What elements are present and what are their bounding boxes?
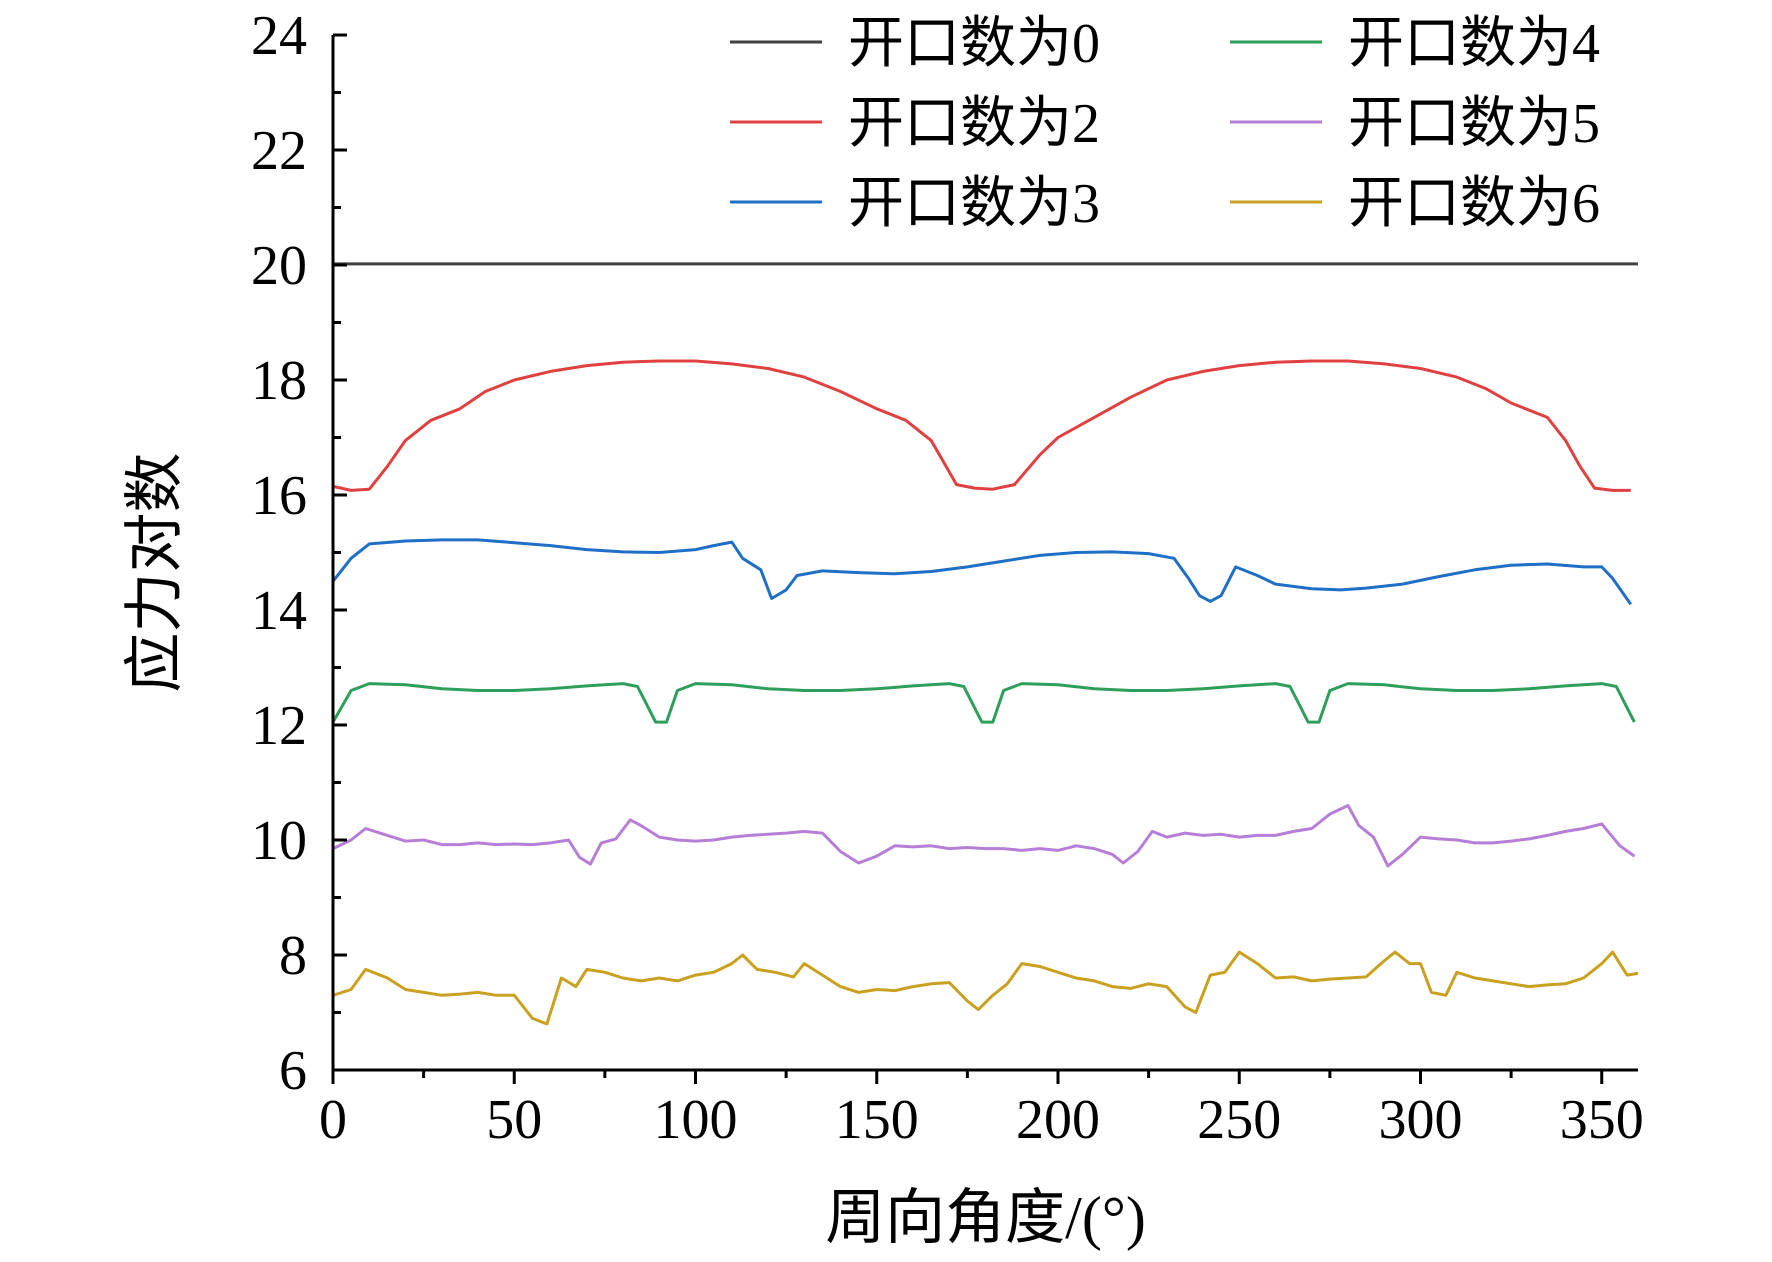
series-line-5 — [332, 950, 1639, 1026]
legend-label-5: 开口数为6 — [1348, 173, 1600, 235]
series-line-3 — [331, 682, 1636, 724]
y-axis-title: 应力对数 — [122, 453, 188, 693]
y-tick-label: 12 — [251, 695, 307, 757]
legend-label-0: 开口数为0 — [848, 13, 1100, 75]
y-ticks: 6 8 10 12 14 16 18 20 22 24 — [251, 5, 347, 1102]
x-tick-label: 100 — [654, 1089, 738, 1151]
y-tick-label: 14 — [251, 580, 307, 642]
y-tick-label: 16 — [251, 465, 307, 527]
series-line-1 — [332, 359, 1631, 492]
x-ticks: 0 50 100 150 200 250 300 350 — [319, 1070, 1644, 1151]
y-tick-label: 24 — [251, 5, 307, 67]
y-tick-label: 8 — [279, 925, 307, 987]
x-axis-title: 周向角度/(°) — [825, 1185, 1146, 1251]
x-tick-label: 250 — [1197, 1089, 1281, 1151]
x-tick-label: 50 — [486, 1089, 542, 1151]
axes: 0 50 100 150 200 250 300 350 6 8 10 12 14 16 18 20 22 24 — [251, 5, 1644, 1151]
y-tick-label: 22 — [251, 120, 307, 182]
series-line-4 — [332, 804, 1636, 868]
x-tick-label: 0 — [319, 1089, 347, 1151]
legend: 开口数为0 开口数为2 开口数为3 开口数为4 开口数为5 开口数为6 — [730, 13, 1600, 235]
x-tick-label: 200 — [1016, 1089, 1100, 1151]
y-tick-label: 6 — [279, 1040, 307, 1102]
y-tick-label: 10 — [251, 810, 307, 872]
y-tick-label: 20 — [251, 235, 307, 297]
legend-label-1: 开口数为2 — [848, 93, 1100, 155]
y-tick-label: 18 — [251, 350, 307, 412]
legend-label-4: 开口数为5 — [1348, 93, 1600, 155]
series-line-2 — [331, 538, 1633, 606]
x-tick-label: 150 — [835, 1089, 919, 1151]
legend-label-2: 开口数为3 — [848, 173, 1100, 235]
x-tick-label: 300 — [1379, 1089, 1463, 1151]
plot-lines — [331, 262, 1639, 1026]
x-tick-label: 350 — [1560, 1089, 1644, 1151]
legend-label-3: 开口数为4 — [1348, 13, 1600, 75]
